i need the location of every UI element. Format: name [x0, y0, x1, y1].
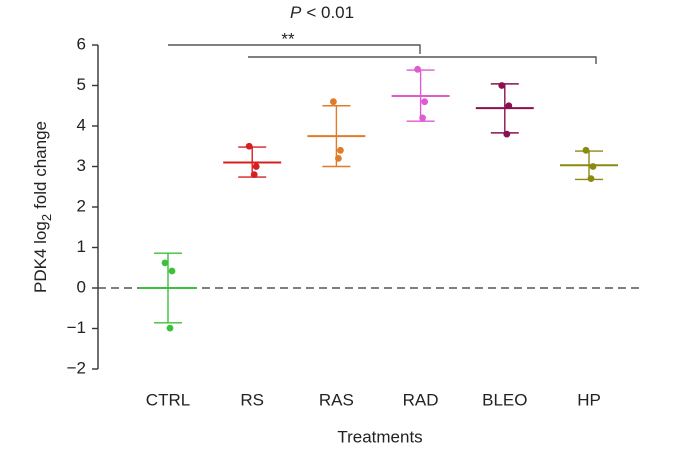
data-point: [582, 146, 590, 154]
data-point: [414, 65, 421, 73]
y-label-sub: 2: [39, 214, 54, 221]
data-point: [245, 142, 253, 150]
x-tick-label: RS: [240, 390, 264, 409]
y-tick-label: −2: [67, 358, 86, 377]
y-tick-label: 5: [77, 75, 86, 94]
data-point: [421, 98, 428, 106]
stars-annotation: **: [281, 29, 295, 48]
p-italic: P: [290, 3, 302, 22]
y-axis-label: PDK4 log2 fold change: [31, 121, 54, 293]
data-point: [419, 114, 426, 122]
significance-brackets: [168, 44, 597, 64]
data-point: [252, 163, 260, 170]
y-label-main: PDK4 log: [31, 221, 50, 293]
x-tick-label: CTRL: [146, 390, 190, 409]
data-point: [166, 324, 174, 332]
data-point: [330, 98, 337, 106]
p-annotation: P < 0.01: [290, 3, 354, 22]
data-point: [250, 171, 258, 179]
x-tick-label: RAS: [319, 390, 354, 409]
data-point: [498, 82, 506, 89]
x-axis-label: Treatments: [337, 427, 422, 446]
y-tick-label: −1: [67, 318, 86, 337]
p-rest: < 0.01: [306, 3, 354, 22]
y-tick-label: 3: [77, 156, 86, 175]
x-tick-label: BLEO: [482, 390, 527, 409]
y-tick-label: 2: [77, 196, 86, 215]
bracket-2: [248, 56, 597, 64]
x-tick-label: HP: [577, 390, 601, 409]
data-point: [587, 175, 595, 183]
y-label-rest: fold change: [31, 121, 50, 209]
data-point: [589, 163, 597, 170]
data-point: [168, 267, 176, 275]
y-tick-label: 0: [77, 277, 86, 296]
data-point: [161, 259, 169, 267]
y-tick-label: 4: [77, 115, 86, 134]
data-point: [503, 130, 511, 138]
data-point: [335, 155, 342, 162]
y-tick-label: 6: [77, 34, 86, 53]
x-tick-label: RAD: [403, 390, 439, 409]
data-point: [337, 146, 344, 154]
y-tick-label: 1: [77, 237, 86, 256]
data-point: [505, 102, 513, 110]
bracket-1: [168, 44, 421, 54]
